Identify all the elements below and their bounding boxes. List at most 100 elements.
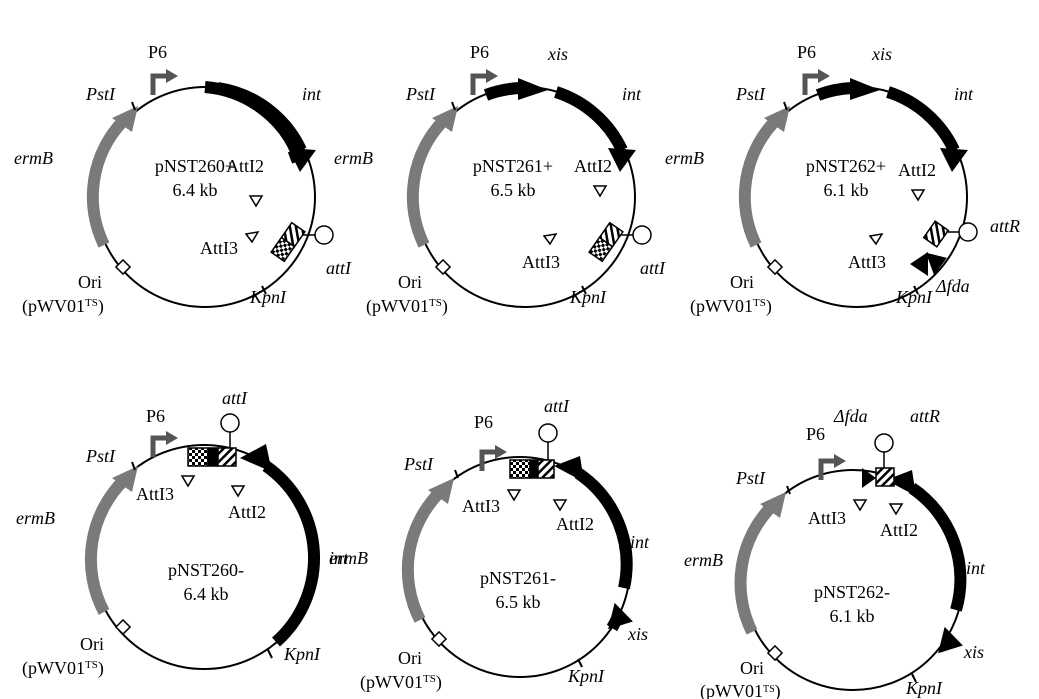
xis-gene-arrow <box>815 82 853 101</box>
att-site-label: attI <box>326 258 352 278</box>
ori-source-label: (pWV01TS) <box>700 681 781 699</box>
att-site-box <box>588 221 624 263</box>
plasmid-size: 6.1 kb <box>824 180 869 200</box>
ermb-gene-arrowhead <box>764 106 790 132</box>
int-label: int <box>954 84 974 104</box>
atti2-label: AttI2 <box>226 156 264 176</box>
plasmid-size: 6.4 kb <box>184 584 229 604</box>
kpn-site-tick <box>261 285 267 295</box>
ori-source-label: (pWV01TS) <box>22 658 104 679</box>
ermb-gene-arrowhead <box>432 106 458 132</box>
atti2-triangle <box>230 485 246 498</box>
kpn-site-label: KpnI <box>905 678 943 698</box>
pst-site-label: PstI <box>405 84 436 104</box>
xis-label: xis <box>871 44 892 64</box>
fda-fragment-icon <box>862 468 876 488</box>
fda-fragment-right-icon <box>925 252 947 276</box>
atti2-label: AttI2 <box>898 160 936 180</box>
kpn-site-label: KpnI <box>283 644 321 664</box>
overlapping-label: ermB <box>329 548 368 568</box>
xis-label: xis <box>627 624 648 644</box>
ori-source-label: (pWV01TS) <box>366 296 448 317</box>
int-gene-arrowhead <box>288 148 316 172</box>
kpn-site-tick <box>913 285 919 295</box>
p6-promoter-icon <box>470 73 488 95</box>
att-site-box <box>270 221 306 263</box>
atti2-triangle <box>248 195 264 208</box>
plasmid-size: 6.1 kb <box>830 606 875 626</box>
xis-gene-arrowhead <box>938 626 963 654</box>
promoter-label: P6 <box>806 424 825 444</box>
ori-marker-icon <box>114 618 132 636</box>
pst-site-label: PstI <box>85 446 116 466</box>
ermb-gene-arrow <box>401 487 445 623</box>
ermb-gene-arrow <box>738 115 781 248</box>
int-label: int <box>622 84 642 104</box>
int-gene-arrow <box>908 483 967 612</box>
atti2-label: AttI2 <box>556 514 594 534</box>
atti3-label: AttI3 <box>522 252 560 272</box>
p6-promoter-arrowhead <box>166 431 178 445</box>
atti3-label: AttI3 <box>848 252 886 272</box>
int-gene-arrowhead <box>940 148 968 172</box>
pst-site-tick <box>451 101 456 111</box>
plasmid-map-pnst260-plus: P6 PstI int ermB pNST260+ 6.4 kb AttI2 A… <box>14 42 352 317</box>
kpn-site-tick <box>581 285 587 295</box>
atti3-triangle <box>868 232 884 246</box>
p6-promoter-arrowhead <box>495 445 507 459</box>
p6-promoter-icon <box>150 73 168 95</box>
plasmid-name: pNST262+ <box>806 156 886 176</box>
int-label: int <box>630 532 650 552</box>
atti2-label: AttI2 <box>574 156 612 176</box>
pst-site-label: PstI <box>403 454 434 474</box>
atti2-triangle <box>910 189 926 202</box>
plasmid-map-pnst262-minus: P6 Δfda attR PstI AttI3 AttI2 ermB int p… <box>684 406 986 699</box>
att-site-checker <box>187 447 209 467</box>
p6-promoter-icon <box>802 73 820 95</box>
att-site-hatched <box>217 447 237 467</box>
pst-site-tick <box>131 101 136 111</box>
ermb-gene-arrowhead <box>112 106 138 132</box>
atti3-triangle <box>506 489 522 502</box>
ermb-label: ermB <box>16 508 55 528</box>
atti2-label: AttI2 <box>228 502 266 522</box>
plasmid-size: 6.5 kb <box>496 592 541 612</box>
ori-source-label: (pWV01TS) <box>22 296 104 317</box>
pst-site-tick <box>786 485 791 495</box>
att-site-hatched <box>875 467 895 487</box>
delta-fda-label: Δfda <box>935 276 970 296</box>
atti2-label: AttI2 <box>880 520 918 540</box>
p6-promoter-arrowhead <box>834 454 846 468</box>
atti3-triangle <box>852 499 868 512</box>
promoter-label: P6 <box>148 42 167 62</box>
atti3-label: AttI3 <box>808 508 846 528</box>
pst-site-tick <box>454 469 459 479</box>
p6-promoter-arrowhead <box>166 69 178 83</box>
ermb-label: ermB <box>334 148 373 168</box>
pst-site-label: PstI <box>85 84 116 104</box>
kpn-site-tick <box>267 649 273 659</box>
int-gene-arrowhead <box>240 444 272 472</box>
int-gene-arrow <box>574 468 633 590</box>
int-label: int <box>966 558 986 578</box>
int-gene-arrow <box>886 86 960 153</box>
terminator-loop-icon <box>958 222 978 242</box>
pst-site-label: PstI <box>735 468 766 488</box>
ori-source-label: (pWV01TS) <box>360 672 442 693</box>
plasmid-name: pNST261- <box>480 568 556 588</box>
atti3-triangle <box>244 230 260 244</box>
ermb-label: ermB <box>665 148 704 168</box>
plasmid-map-pnst261-minus: P6 attI PstI AttI3 AttI2 int pNST261- 6.… <box>360 396 650 693</box>
ori-label: Ori <box>78 272 102 292</box>
terminator-loop-icon <box>538 423 558 443</box>
atti2-triangle <box>888 503 904 516</box>
ori-label: Ori <box>740 658 764 678</box>
promoter-label: P6 <box>470 42 489 62</box>
plasmid-size: 6.4 kb <box>173 180 218 200</box>
att-site-core <box>207 447 219 467</box>
xis-label: xis <box>547 44 568 64</box>
pst-site-tick <box>131 461 136 471</box>
atti3-label: AttI3 <box>136 484 174 504</box>
terminator-loop-icon <box>874 433 894 453</box>
